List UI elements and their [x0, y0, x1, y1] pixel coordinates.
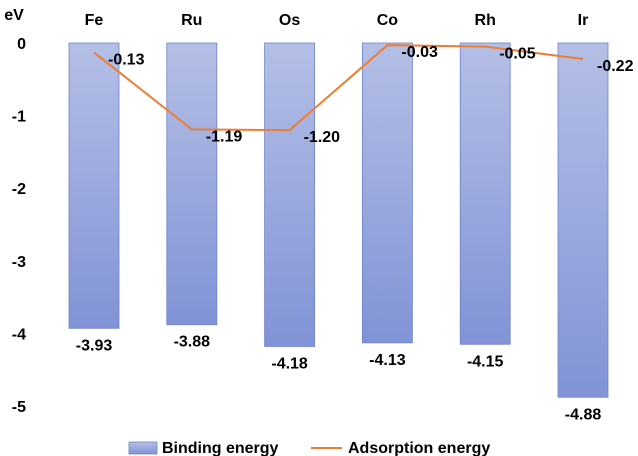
category-label: Rh [475, 12, 496, 29]
binding-energy-labels: -3.93 -3.88 -4.18 -4.13 -4.15 -4.88 [76, 334, 602, 424]
line-value-label: -0.03 [401, 44, 438, 61]
bar-binding-energy [264, 42, 316, 347]
y-tick-label: -1 [12, 109, 26, 126]
legend-label-binding-energy: Binding energy [162, 440, 279, 456]
y-tick-label: 0 [17, 36, 26, 53]
y-unit-label: eV [4, 7, 24, 24]
bar-value-label: -4.15 [467, 353, 504, 370]
adsorption-energy-labels: -0.13 -1.19 -1.20 -0.03 -0.05 -0.22 [108, 44, 634, 146]
category-label: Co [377, 12, 399, 29]
y-tick-label: -2 [12, 181, 26, 198]
legend-label-adsorption-energy: Adsorption energy [348, 440, 490, 456]
bar-value-label: -4.13 [369, 352, 406, 369]
line-value-label: -0.22 [597, 58, 634, 75]
y-tick-label: -5 [12, 399, 26, 416]
bar-binding-energy [557, 42, 609, 398]
bar-binding-energy [166, 42, 218, 326]
bar-value-label: -3.88 [174, 334, 211, 351]
category-label: Os [279, 12, 300, 29]
legend-swatch-binding-energy [128, 441, 158, 455]
line-value-label: -1.20 [304, 129, 341, 146]
bar-binding-energy [68, 42, 120, 329]
y-tick-label: -3 [12, 254, 26, 271]
bar-binding-energy [361, 42, 413, 344]
bar-binding-energy [459, 42, 511, 345]
category-labels: Fe Ru Os Co Rh Ir [85, 12, 589, 29]
category-label: Ru [181, 12, 202, 29]
category-label: Fe [85, 12, 104, 29]
legend: Binding energy Adsorption energy [128, 440, 490, 456]
line-value-label: -0.13 [108, 51, 145, 68]
line-value-label: -0.05 [499, 46, 536, 63]
category-label: Ir [578, 12, 589, 29]
bar-value-label: -4.18 [271, 355, 308, 372]
y-tick-label: -4 [12, 326, 26, 343]
line-value-label: -1.19 [206, 128, 243, 145]
binding-energy-bars [68, 42, 609, 398]
bar-value-label: -4.88 [565, 406, 602, 423]
adsorption-energy-line-group [93, 44, 584, 132]
line-adsorption-energy [93, 44, 584, 132]
bar-value-label: -3.93 [76, 337, 113, 354]
y-axis-ticks: 0 -1 -2 -3 -4 -5 [12, 36, 26, 416]
